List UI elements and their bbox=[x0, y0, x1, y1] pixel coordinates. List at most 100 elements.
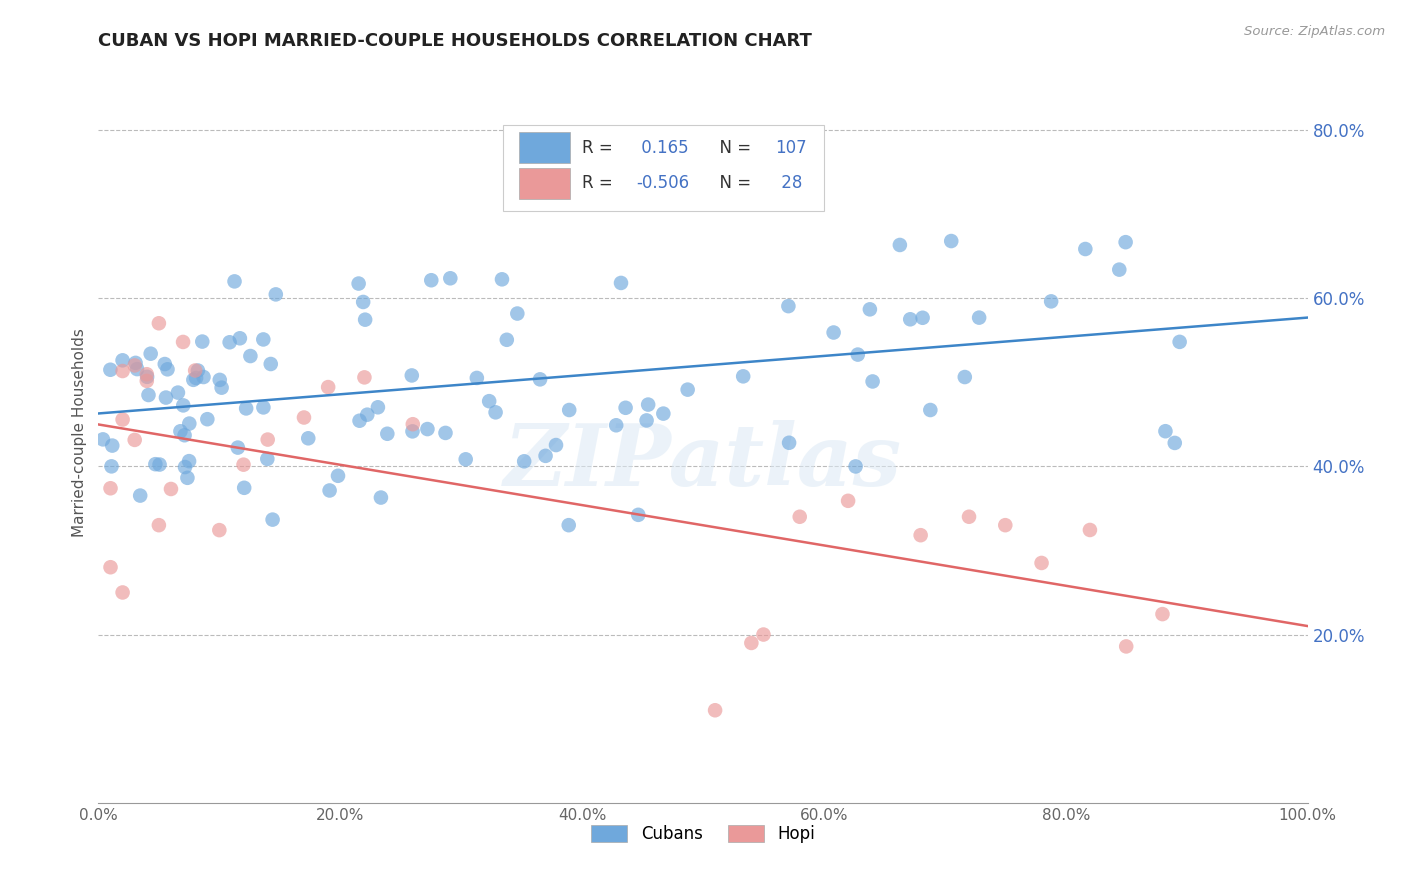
Point bbox=[957, 509, 980, 524]
Text: -0.506: -0.506 bbox=[637, 174, 689, 192]
Text: 0.165: 0.165 bbox=[637, 138, 689, 157]
Point bbox=[544, 438, 567, 452]
Point bbox=[605, 186, 627, 200]
Point bbox=[148, 458, 170, 472]
Point bbox=[111, 353, 134, 368]
Point bbox=[100, 481, 122, 495]
Point bbox=[218, 335, 240, 350]
Point bbox=[920, 403, 942, 417]
Point bbox=[138, 388, 160, 402]
Point bbox=[172, 334, 194, 349]
Point bbox=[1152, 607, 1174, 621]
Point bbox=[740, 636, 762, 650]
Point bbox=[610, 276, 633, 290]
Text: 28: 28 bbox=[776, 174, 801, 192]
Point bbox=[326, 468, 349, 483]
Point bbox=[558, 403, 581, 417]
Point bbox=[353, 370, 375, 384]
Point bbox=[135, 374, 157, 388]
Legend: Cubans, Hopi: Cubans, Hopi bbox=[583, 819, 823, 850]
Point bbox=[156, 362, 179, 376]
Point bbox=[898, 312, 921, 326]
Point bbox=[484, 405, 506, 419]
Point bbox=[129, 489, 152, 503]
Point bbox=[1164, 436, 1187, 450]
Point bbox=[193, 370, 215, 384]
Text: N =: N = bbox=[709, 174, 756, 192]
Point bbox=[224, 274, 246, 288]
Point bbox=[1078, 523, 1101, 537]
Point bbox=[177, 454, 200, 468]
Point bbox=[91, 433, 114, 447]
Point bbox=[318, 483, 340, 498]
Point bbox=[845, 459, 868, 474]
Point bbox=[454, 452, 477, 467]
Point bbox=[859, 302, 882, 317]
Point bbox=[778, 299, 800, 313]
Point bbox=[174, 460, 197, 475]
Text: CUBAN VS HOPI MARRIED-COUPLE HOUSEHOLDS CORRELATION CHART: CUBAN VS HOPI MARRIED-COUPLE HOUSEHOLDS … bbox=[98, 32, 813, 50]
Point bbox=[148, 316, 170, 330]
Point bbox=[823, 326, 845, 340]
Point bbox=[233, 481, 256, 495]
Point bbox=[145, 457, 167, 471]
Point bbox=[239, 349, 262, 363]
Point bbox=[495, 333, 517, 347]
Point bbox=[1115, 235, 1137, 249]
Point bbox=[124, 356, 146, 370]
Point bbox=[1074, 242, 1097, 256]
Point bbox=[478, 394, 501, 409]
Point bbox=[208, 373, 231, 387]
Point bbox=[232, 458, 254, 472]
Point bbox=[513, 454, 536, 468]
Point bbox=[354, 312, 377, 326]
Point bbox=[534, 449, 557, 463]
Point bbox=[846, 348, 869, 362]
Point bbox=[370, 491, 392, 505]
Point bbox=[100, 459, 122, 474]
Point bbox=[191, 334, 214, 349]
Point bbox=[136, 369, 159, 384]
Point bbox=[889, 238, 911, 252]
Text: ZIPatlas: ZIPatlas bbox=[503, 420, 903, 504]
Point bbox=[1108, 262, 1130, 277]
FancyBboxPatch shape bbox=[503, 126, 824, 211]
Point bbox=[862, 375, 884, 389]
Point bbox=[529, 372, 551, 386]
Text: N =: N = bbox=[709, 138, 756, 157]
Text: Source: ZipAtlas.com: Source: ZipAtlas.com bbox=[1244, 25, 1385, 38]
Text: R =: R = bbox=[582, 174, 619, 192]
Point bbox=[139, 347, 162, 361]
Point bbox=[910, 528, 932, 542]
Point bbox=[605, 418, 627, 433]
Point bbox=[153, 357, 176, 371]
Point bbox=[491, 272, 513, 286]
Point bbox=[256, 433, 278, 447]
Point bbox=[229, 331, 252, 345]
Point bbox=[211, 381, 233, 395]
Point bbox=[235, 401, 257, 416]
Point bbox=[465, 371, 488, 385]
Point bbox=[100, 560, 122, 574]
Point bbox=[226, 441, 249, 455]
Point bbox=[208, 523, 231, 537]
Point bbox=[586, 190, 609, 204]
Point bbox=[375, 426, 398, 441]
Point bbox=[704, 703, 727, 717]
Point bbox=[911, 310, 934, 325]
FancyBboxPatch shape bbox=[519, 132, 569, 163]
Point bbox=[316, 380, 339, 394]
Point bbox=[1040, 294, 1063, 309]
Point bbox=[135, 368, 157, 382]
Point bbox=[627, 508, 650, 522]
Point bbox=[439, 271, 461, 285]
Point bbox=[778, 435, 800, 450]
Y-axis label: Married-couple Households: Married-couple Households bbox=[72, 328, 87, 537]
Point bbox=[160, 482, 183, 496]
Point bbox=[401, 425, 423, 439]
Point bbox=[752, 627, 775, 641]
Point bbox=[252, 333, 274, 347]
Point bbox=[941, 234, 963, 248]
Point bbox=[636, 413, 658, 427]
Point bbox=[1154, 424, 1177, 438]
